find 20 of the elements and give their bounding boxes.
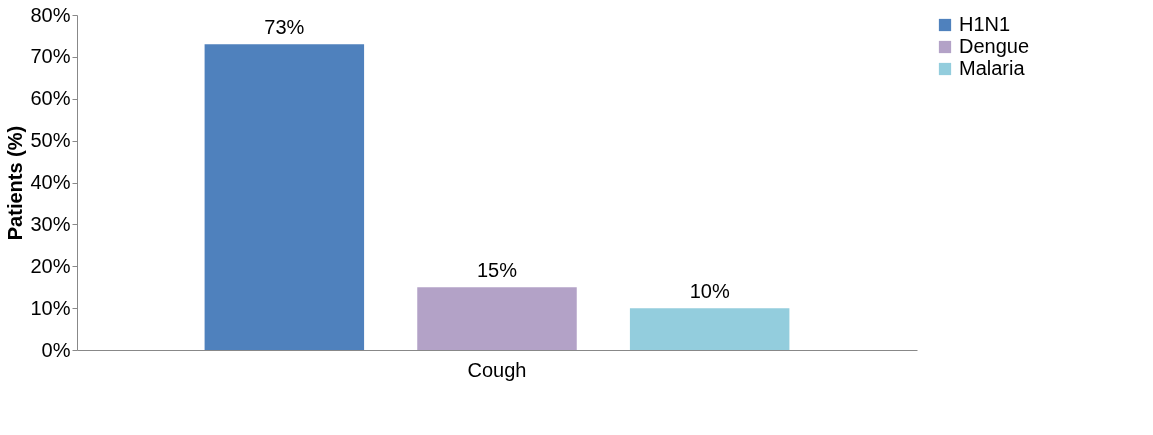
y-tick-label: 80%	[30, 3, 71, 26]
bar	[204, 44, 365, 350]
legend-label: Dengue	[959, 35, 1030, 57]
bar	[629, 308, 790, 350]
legend-label: H1N1	[959, 13, 1011, 35]
data-label: 10%	[689, 280, 730, 303]
y-tick-label: 40%	[30, 171, 71, 193]
data-label: 15%	[476, 259, 518, 282]
x-tick-label: Cough	[467, 358, 527, 381]
y-tick-label: 0%	[41, 338, 71, 361]
data-label: 73%	[264, 16, 305, 39]
y-tick-label: 50%	[30, 129, 71, 152]
legend-label: Malaria	[959, 57, 1026, 79]
y-tick-label: 60%	[30, 87, 71, 110]
y-tick-label: 20%	[30, 254, 71, 277]
y-tick-label: 30%	[30, 212, 71, 235]
bar	[417, 287, 577, 350]
y-tick-label: 70%	[30, 45, 71, 68]
y-axis-title: Patients (%)	[4, 125, 27, 241]
y-tick-label: 10%	[30, 296, 71, 319]
